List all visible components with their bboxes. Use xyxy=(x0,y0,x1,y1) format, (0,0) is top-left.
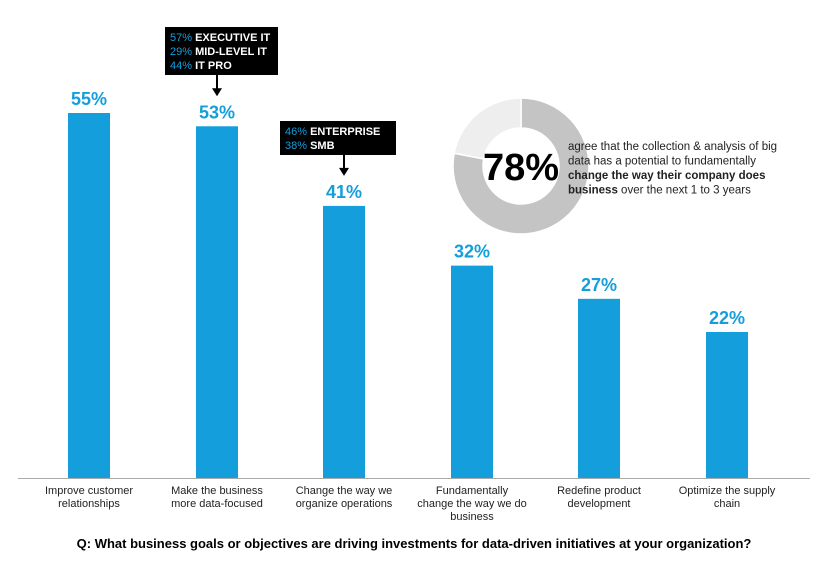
bar-value-label: 53% xyxy=(199,102,235,122)
annotation-text: EXECUTIVE IT xyxy=(195,32,270,44)
donut-caption-span: agree that the collection & analysis of … xyxy=(568,141,777,153)
donut-caption-line: business over the next 1 to 3 years xyxy=(568,185,751,197)
annotation-box xyxy=(280,121,396,155)
annotation-line: 57% EXECUTIVE IT xyxy=(170,32,271,44)
donut-caption-span: business xyxy=(568,185,618,197)
category-label: Fundamentally xyxy=(436,485,509,497)
bar-value-label: 22% xyxy=(709,308,745,328)
donut-value-label: 78% xyxy=(483,147,559,189)
annotation-pct: 57% xyxy=(170,32,195,44)
annotation-line: 38% SMB xyxy=(285,140,335,152)
annotation-line: 29% MID-LEVEL IT xyxy=(170,46,267,58)
annotation-line: 44% IT PRO xyxy=(170,60,232,72)
annotation-line: 46% ENTERPRISE xyxy=(285,126,380,138)
donut-segment-agree xyxy=(452,97,590,235)
bar-1 xyxy=(196,126,238,478)
annotation-pct: 44% xyxy=(170,60,195,72)
bar-3 xyxy=(451,265,493,478)
category-label: development xyxy=(568,498,631,510)
donut-segment-rest xyxy=(453,97,522,160)
category-label: change the way we do xyxy=(417,498,526,510)
annotation-pct: 38% xyxy=(285,140,310,152)
donut-caption-span: data has a potential to fundamentally xyxy=(568,156,756,168)
annotation-arrow-head xyxy=(339,167,349,176)
bar-value-label: 41% xyxy=(326,182,362,202)
category-label: relationships xyxy=(58,498,120,510)
annotation-text: IT PRO xyxy=(195,60,232,72)
category-label: Optimize the supply xyxy=(679,485,776,497)
category-label: Redefine product xyxy=(557,485,641,497)
bar-0 xyxy=(68,113,110,478)
annotation-arrow-head xyxy=(212,88,222,97)
category-label: organize operations xyxy=(296,498,393,510)
chart-title: Q: What business goals or objectives are… xyxy=(77,536,752,551)
bar-value-label: 32% xyxy=(454,242,490,262)
annotation-text: ENTERPRISE xyxy=(310,126,380,138)
category-label: Make the business xyxy=(171,485,263,497)
annotation-box xyxy=(165,27,278,75)
donut-caption-line: agree that the collection & analysis of … xyxy=(568,141,777,153)
category-label: Improve customer xyxy=(45,485,133,497)
bar-5 xyxy=(706,332,748,478)
bar-4 xyxy=(578,298,620,478)
category-label: Change the way we xyxy=(296,485,393,497)
annotation-pct: 29% xyxy=(170,46,195,58)
annotation-pct: 46% xyxy=(285,126,310,138)
donut-caption-span: change the way their company does xyxy=(568,170,765,182)
category-label: chain xyxy=(714,498,740,510)
annotation-text: SMB xyxy=(310,140,335,152)
category-label: business xyxy=(450,511,494,523)
category-label: more data-focused xyxy=(171,498,263,510)
donut-caption-line: data has a potential to fundamentally xyxy=(568,156,756,168)
bar-value-label: 55% xyxy=(71,89,107,109)
bar-value-label: 27% xyxy=(581,275,617,295)
donut-caption-line: change the way their company does xyxy=(568,170,765,182)
annotation-text: MID-LEVEL IT xyxy=(195,46,267,58)
donut-caption-span: over the next 1 to 3 years xyxy=(618,185,751,197)
bar-2 xyxy=(323,205,365,478)
